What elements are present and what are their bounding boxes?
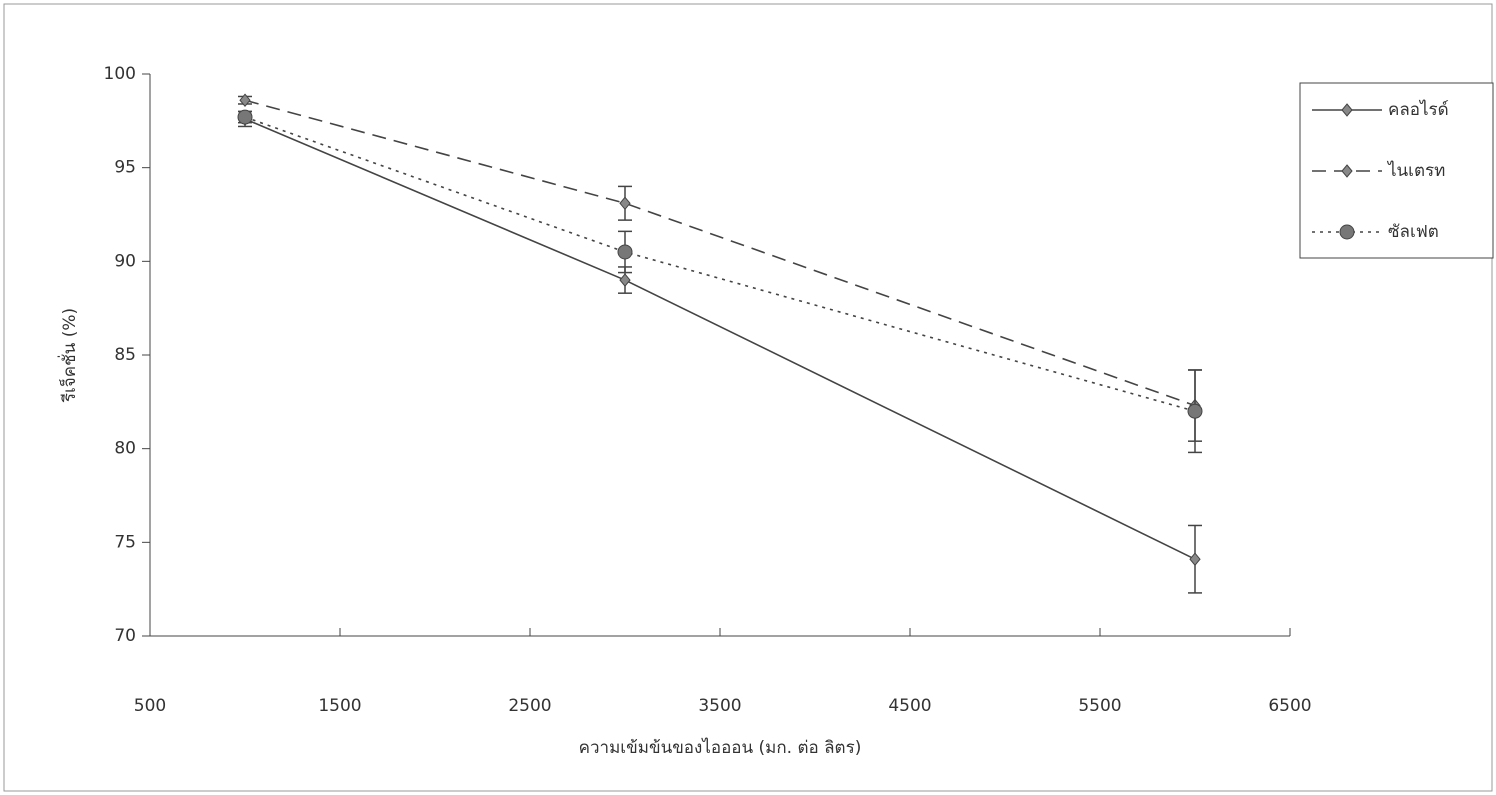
data-point — [1188, 404, 1202, 418]
y-tick-label: 80 — [114, 439, 136, 459]
data-point — [620, 197, 630, 209]
data-point — [620, 274, 630, 286]
x-tick-label: 1500 — [318, 696, 361, 716]
legend-label: ซัลเฟต — [1388, 222, 1439, 242]
legend-marker — [1340, 225, 1354, 239]
x-axis-label: ความเข้มข้นของไอออน (มก. ต่อ ลิตร) — [579, 737, 862, 758]
x-tick-label: 5500 — [1078, 696, 1121, 716]
x-tick-label: 3500 — [698, 696, 741, 716]
data-point — [238, 110, 252, 124]
legend-label: ไนเตรท — [1386, 160, 1445, 181]
y-tick-label: 85 — [114, 345, 136, 365]
data-point — [618, 245, 632, 259]
x-tick-label: 500 — [134, 696, 166, 716]
x-tick-label: 6500 — [1268, 696, 1311, 716]
legend-label: คลอไรด์ — [1388, 99, 1449, 120]
series-line — [245, 119, 1195, 559]
y-tick-label: 100 — [104, 64, 136, 84]
x-tick-label: 4500 — [888, 696, 931, 716]
series-line — [245, 100, 1195, 405]
y-tick-label: 70 — [114, 626, 136, 646]
x-tick-label: 2500 — [508, 696, 551, 716]
series-line — [245, 117, 1195, 411]
chart: ความเข้มข้นของไอออน (มก. ต่อ ลิตร) รีเจ็… — [0, 0, 1496, 795]
data-point — [1190, 553, 1200, 565]
y-axis-label: รีเจ็คชั่น (%) — [57, 308, 80, 403]
frame — [4, 4, 1492, 791]
y-tick-label: 95 — [114, 158, 136, 178]
y-tick-label: 75 — [114, 532, 136, 552]
y-tick-label: 90 — [114, 251, 136, 271]
